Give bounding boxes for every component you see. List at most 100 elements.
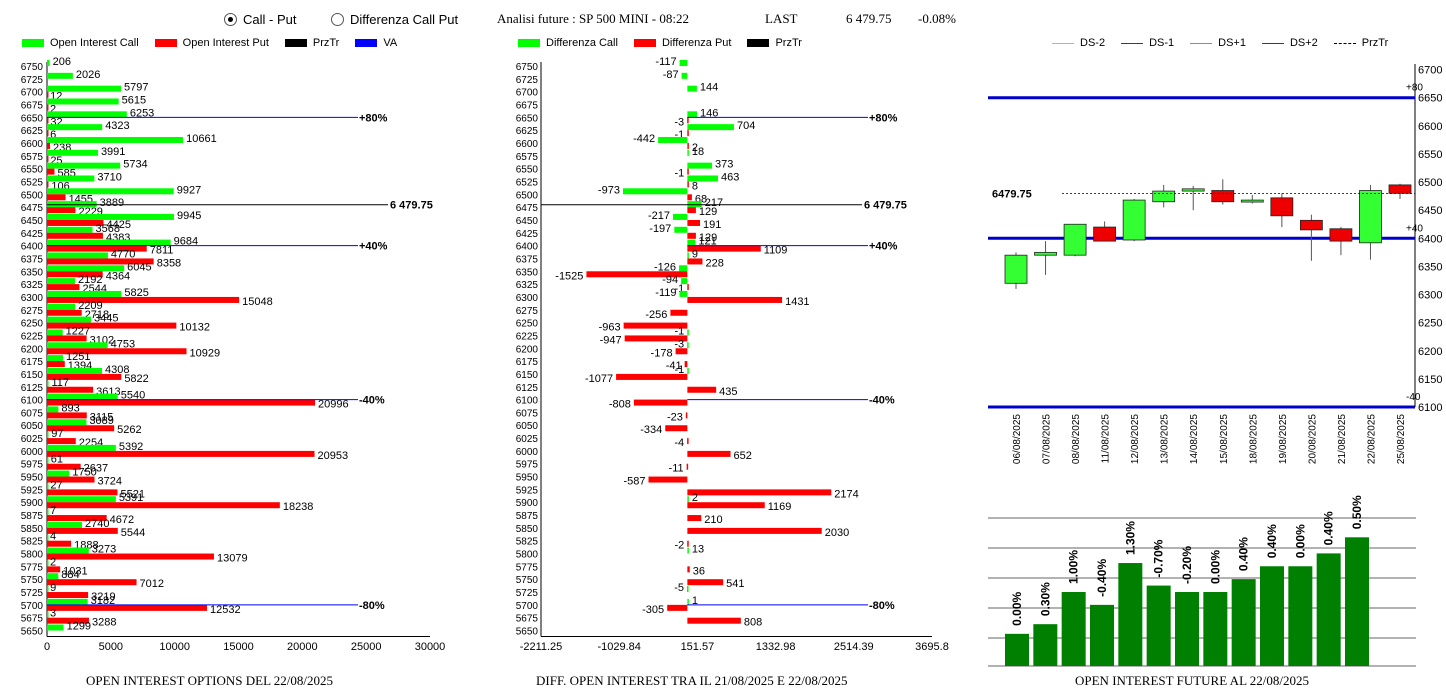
- call-bar: [47, 521, 82, 528]
- put-value-label: 5544: [121, 527, 145, 539]
- strike-label: 5975: [21, 460, 44, 471]
- put-bar: [47, 219, 104, 226]
- put-bar: [47, 284, 80, 291]
- diff-put-bar: [687, 168, 689, 175]
- va-level-label: -40%: [359, 395, 385, 407]
- diff-call-bar: [673, 213, 688, 220]
- strike-label: 6475: [516, 203, 539, 214]
- future-value-label: 0.40%: [1322, 511, 1336, 545]
- put-value-label: 3288: [92, 617, 116, 629]
- put-bar: [47, 579, 137, 586]
- call-bar: [47, 419, 87, 426]
- call-value-label: 97: [51, 428, 63, 440]
- put-bar: [47, 335, 87, 342]
- diff-put-bar: [687, 450, 731, 457]
- put-bar: [47, 181, 49, 188]
- strike-label: 6275: [21, 306, 44, 317]
- legend-item-ds+2: DS+2: [1261, 37, 1318, 49]
- put-value-label: 2637: [84, 463, 108, 475]
- call-bar: [47, 278, 75, 285]
- put-bar: [47, 617, 89, 624]
- put-bar: [47, 348, 187, 355]
- diff-call-bar: [687, 162, 713, 169]
- diff-put-value-label: -1: [675, 129, 685, 141]
- strike-label: 5925: [516, 485, 539, 496]
- call-bar: [47, 60, 50, 66]
- call-bar: [47, 98, 119, 105]
- strike-label: 6450: [21, 216, 44, 227]
- candle-body: [1211, 190, 1235, 203]
- call-value-label: 3: [50, 608, 56, 620]
- diff-put-value-label: 808: [744, 617, 762, 629]
- diff-put-value-label: 541: [726, 578, 744, 590]
- last-label: LAST: [765, 11, 798, 26]
- call-value-label: 2: [50, 556, 56, 568]
- va-level-label: -80%: [869, 600, 895, 612]
- put-bar: [47, 386, 94, 393]
- diff-put-value-label: 2174: [834, 488, 858, 500]
- put-bar: [47, 142, 51, 149]
- call-bar: [47, 136, 184, 143]
- call-value-label: 3710: [97, 171, 121, 183]
- call-bar: [47, 367, 102, 374]
- diff-put-bar: [670, 309, 688, 316]
- radio-call-put[interactable]: Call - Put: [224, 12, 296, 27]
- diff-call-value-label: -5: [674, 582, 684, 594]
- call-value-label: 1251: [66, 351, 90, 363]
- strike-label: 6750: [21, 62, 44, 73]
- x-tick-label: 25000: [351, 641, 382, 653]
- strike-label: 6475: [21, 203, 44, 214]
- x-tick-label: -1029.84: [597, 641, 640, 653]
- future-bar: [1345, 537, 1369, 666]
- call-value-label: 206: [53, 56, 71, 68]
- legend-mid: Differenza Call Differenza Put PrzTr: [518, 37, 818, 49]
- call-bar: [47, 162, 121, 169]
- footer-left: OPEN INTEREST OPTIONS DEL 22/08/2025: [86, 673, 333, 688]
- diff-call-bar: [658, 136, 688, 143]
- date-tick-label: 06/08/2025: [1012, 414, 1023, 464]
- put-bar: [47, 130, 49, 137]
- future-bar: [1118, 563, 1143, 666]
- diff-put-value-label: 191: [703, 219, 721, 231]
- radio-differenza-label: Differenza Call Put: [350, 12, 459, 27]
- call-value-label: 3273: [92, 544, 116, 556]
- strike-label: 6000: [21, 447, 44, 458]
- legend-item-prztr: PrzTr: [1333, 37, 1388, 49]
- future-value-label: 0.40%: [1237, 537, 1251, 571]
- strike-label: 5650: [21, 627, 44, 638]
- candle-body: [1004, 254, 1028, 284]
- call-bar: [47, 303, 76, 310]
- strike-label: 5950: [516, 473, 539, 484]
- put-bar: [47, 527, 118, 534]
- date-tick-label: 25/08/2025: [1396, 414, 1407, 464]
- future-value-label: 0.00%: [1010, 591, 1024, 625]
- strike-label: 6200: [516, 344, 539, 355]
- date-tick-label: 15/08/2025: [1219, 414, 1230, 464]
- put-bar: [47, 309, 82, 316]
- call-value-label: 4323: [105, 120, 129, 132]
- put-value-label: 12532: [210, 604, 241, 616]
- call-value-label: 5540: [121, 390, 145, 402]
- call-bar: [47, 342, 108, 349]
- call-bar: [47, 470, 70, 477]
- put-value-label: 20996: [318, 399, 349, 411]
- strike-label: 6625: [21, 126, 44, 137]
- diff-call-value-label: -1: [675, 364, 685, 376]
- radio-differenza[interactable]: Differenza Call Put: [331, 12, 458, 27]
- strike-label: 6425: [21, 229, 44, 240]
- put-bar: [47, 373, 122, 380]
- strike-label: 6600: [21, 139, 44, 150]
- candle-body: [1034, 251, 1057, 256]
- strike-label: 5775: [516, 562, 539, 573]
- call-value-label: 3445: [94, 313, 118, 325]
- future-bar: [1005, 633, 1029, 666]
- future-bar: [1231, 579, 1256, 666]
- strike-label: 5650: [516, 627, 539, 638]
- strike-label: 6375: [21, 254, 44, 265]
- y-tick-label: 6400: [1418, 233, 1442, 245]
- date-tick-label: 13/08/2025: [1160, 414, 1171, 464]
- diff-call-value-label: -217: [648, 210, 670, 222]
- call-value-label: 5391: [119, 492, 143, 504]
- strike-label: 6650: [516, 113, 539, 124]
- strike-label: 6175: [516, 357, 539, 368]
